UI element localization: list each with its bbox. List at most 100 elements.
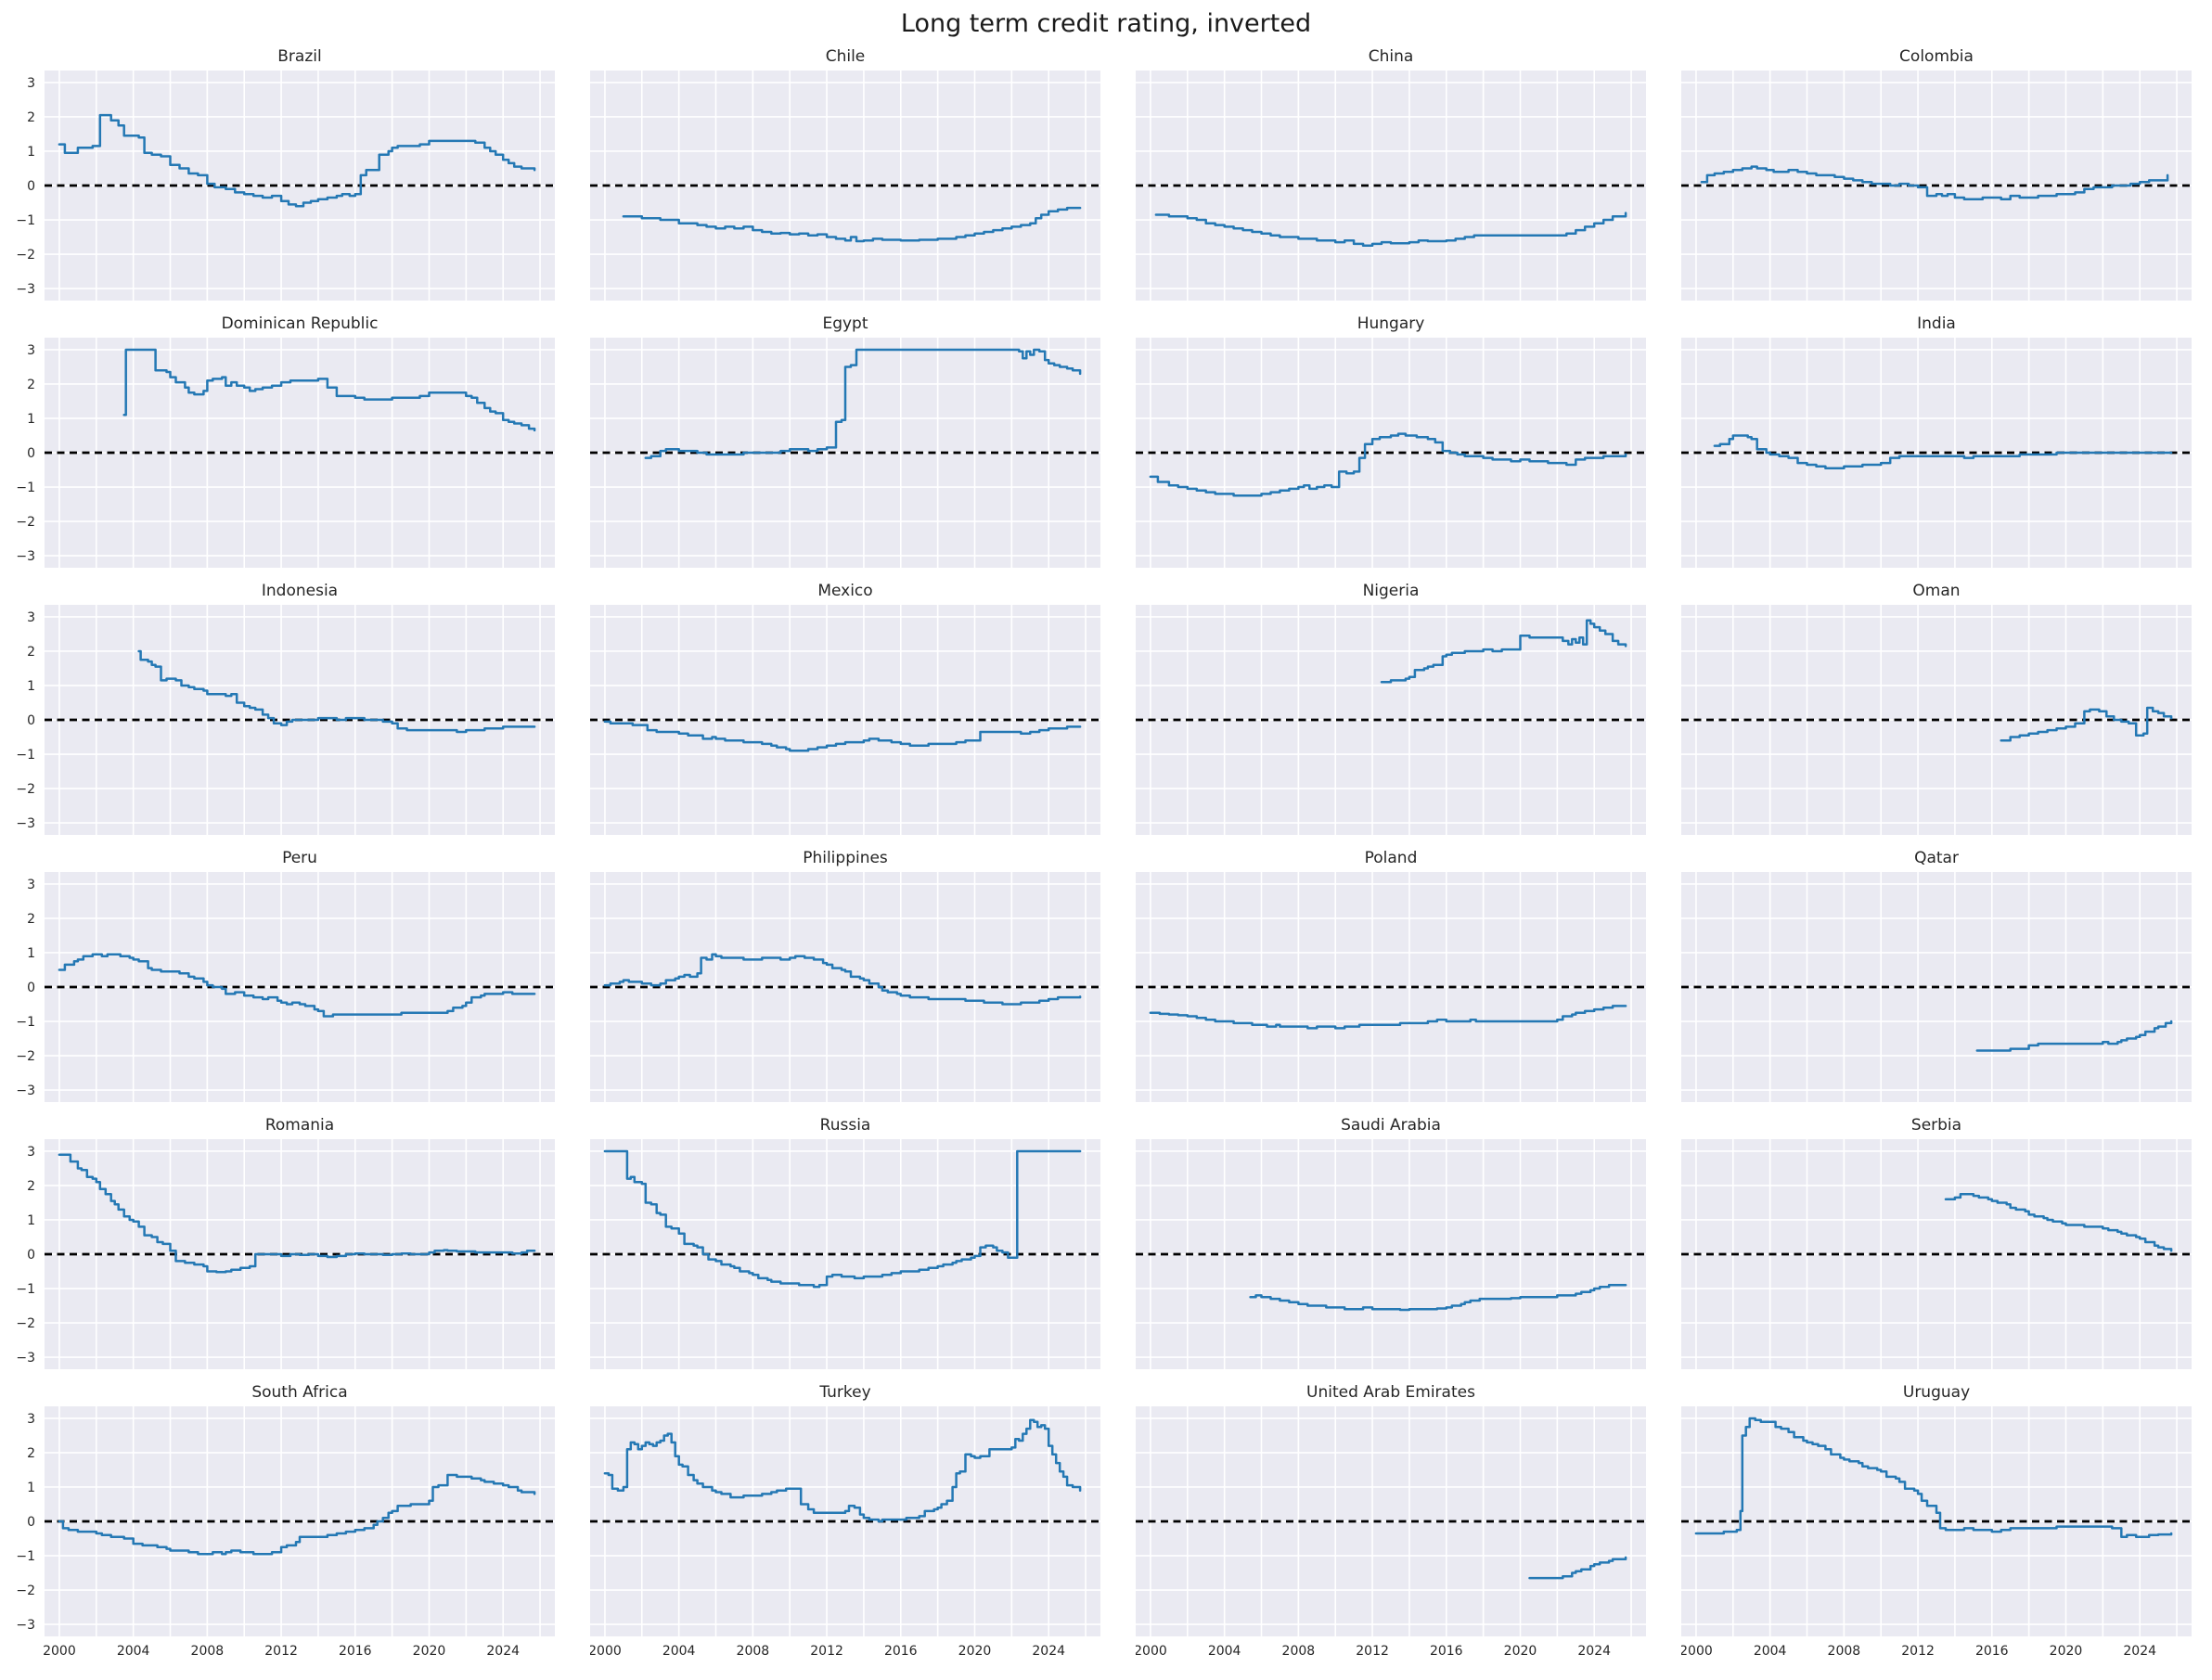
x-tick-label: 2012	[810, 1644, 843, 1659]
y-tick-label: 1	[27, 1213, 35, 1228]
subplot-title-nigeria: Nigeria	[1362, 582, 1420, 600]
subplot-title-south-africa: South Africa	[251, 1383, 348, 1402]
rating-line-serbia	[1944, 1192, 2173, 1252]
subplot-title-romania: Romania	[264, 1116, 335, 1135]
x-tick-label: 2016	[1975, 1644, 2009, 1659]
x-tick-label: 2008	[1828, 1644, 1861, 1659]
plot-area-saudi-arabia	[1136, 1139, 1646, 1369]
subplot-serbia: Serbia	[1681, 1114, 2192, 1369]
y-tick-label: 2	[27, 645, 35, 660]
y-tick-label: 0	[27, 1248, 35, 1263]
y-tick-label: 2	[27, 912, 35, 927]
subplot-title-philippines: Philippines	[803, 849, 888, 867]
rating-line-dominican-republic	[122, 348, 536, 432]
plot-area-poland	[1136, 872, 1646, 1102]
y-tick-label: 0	[27, 981, 35, 995]
x-tick-label: 2020	[2050, 1644, 2083, 1659]
x-tick-label: 2016	[884, 1644, 918, 1659]
subplot-title-serbia: Serbia	[1910, 1116, 1962, 1135]
subplot-nigeria: Nigeria	[1136, 580, 1646, 835]
y-tick-label: 1	[27, 679, 35, 694]
subplot-title-mexico: Mexico	[817, 582, 873, 600]
subplot-title-russia: Russia	[819, 1116, 871, 1135]
y-tick-label: −3	[16, 549, 35, 564]
rating-line-mexico	[603, 720, 1082, 752]
y-tick-label: −2	[16, 1316, 35, 1331]
x-tick-label: 2020	[413, 1644, 446, 1659]
x-tick-label: 2004	[117, 1644, 150, 1659]
y-tick-label: 2	[27, 378, 35, 392]
plot-area-china	[1136, 71, 1646, 301]
rating-line-qatar	[1975, 1020, 2173, 1052]
y-tick-label: −2	[16, 782, 35, 797]
plot-area-dominican-republic: 3 2 1 0 −1 −2 −3	[16, 338, 555, 568]
subplot-india: India	[1681, 313, 2192, 568]
plot-area-south-africa: 3 2 1 0 −1 −2 −3 2000 2004 2008 2012 2016 2020 2024	[16, 1406, 555, 1659]
small-multiples-grid: Brazil 3 2 1 0 −1 −2 −3 Chile China Colombia Domini…	[0, 45, 2212, 1661]
subplot-title-turkey: Turkey	[819, 1383, 871, 1402]
subplot-title-uruguay: Uruguay	[1902, 1383, 1971, 1402]
y-tick-label: 1	[27, 1481, 35, 1495]
rating-line-romania	[58, 1153, 536, 1274]
rating-line-hungary	[1149, 432, 1627, 497]
subplot-title-china: China	[1368, 47, 1414, 66]
rating-line-indonesia	[137, 649, 536, 734]
rating-line-poland	[1149, 1005, 1627, 1030]
rating-line-india	[1713, 434, 2173, 469]
subplot-mexico: Mexico	[590, 580, 1100, 835]
plot-area-turkey: 2000 2004 2008 2012 2016 2020 2024	[590, 1406, 1100, 1659]
plot-area-uruguay: 2000 2004 2008 2012 2016 2020 2024	[1681, 1406, 2192, 1659]
x-tick-label: 2020	[1504, 1644, 1537, 1659]
subplot-oman: Oman	[1681, 580, 2192, 835]
y-tick-label: −3	[16, 1084, 35, 1098]
y-tick-label: 3	[27, 76, 35, 91]
subplot-colombia: Colombia	[1681, 45, 2192, 301]
plot-area-oman	[1681, 605, 2192, 835]
rating-line-saudi-arabia	[1249, 1284, 1627, 1312]
subplot-egypt: Egypt	[590, 313, 1100, 568]
y-tick-label: 3	[27, 878, 35, 892]
subplot-china: China	[1136, 45, 1646, 301]
x-tick-label: 2016	[1430, 1644, 1463, 1659]
y-tick-label: 2	[27, 1446, 35, 1461]
subplot-dominican-republic: Dominican Republic 3 2 1 0 −1 −2 −3	[7, 313, 555, 568]
subplot-title-egypt: Egypt	[822, 314, 868, 333]
x-tick-label: 2012	[1356, 1644, 1389, 1659]
rating-line-brazil	[58, 113, 536, 208]
plot-area-indonesia: 3 2 1 0 −1 −2 −3	[16, 605, 555, 835]
x-tick-label: 2012	[1901, 1644, 1935, 1659]
subplot-title-poland: Poland	[1364, 849, 1418, 867]
x-tick-label: 2008	[1282, 1644, 1316, 1659]
x-tick-label: 2024	[1577, 1644, 1611, 1659]
y-tick-label: 3	[27, 1412, 35, 1427]
plot-area-russia	[590, 1139, 1100, 1369]
plot-area-peru: 3 2 1 0 −1 −2 −3	[16, 872, 555, 1102]
subplot-title-india: India	[1917, 314, 1956, 333]
subplot-title-hungary: Hungary	[1357, 314, 1425, 333]
y-tick-label: −3	[16, 816, 35, 831]
y-tick-label: 3	[27, 1145, 35, 1160]
y-tick-label: −1	[16, 1549, 35, 1564]
y-tick-label: 3	[27, 343, 35, 358]
subplot-title-peru: Peru	[282, 849, 317, 867]
plot-area-egypt	[590, 338, 1100, 568]
subplot-title-dominican-republic: Dominican Republic	[221, 314, 379, 333]
subplot-title-indonesia: Indonesia	[261, 582, 339, 600]
x-tick-label: 2024	[1032, 1644, 1065, 1659]
x-tick-label: 2000	[590, 1644, 622, 1659]
y-tick-label: −3	[16, 1351, 35, 1366]
subplot-romania: Romania 3 2 1 0 −1 −2 −3	[7, 1114, 555, 1369]
x-tick-label: 2000	[43, 1644, 76, 1659]
plot-area-serbia	[1681, 1139, 2192, 1369]
x-tick-label: 2016	[339, 1644, 372, 1659]
y-tick-label: 1	[27, 946, 35, 961]
x-tick-label: 2004	[1754, 1644, 1787, 1659]
y-tick-label: −2	[16, 1584, 35, 1598]
rating-line-south-africa	[58, 1473, 536, 1556]
subplot-title-saudi-arabia: Saudi Arabia	[1341, 1116, 1441, 1135]
rating-line-russia	[603, 1149, 1082, 1289]
plot-area-qatar	[1681, 872, 2192, 1102]
subplot-title-united-arab-emirates: United Arab Emirates	[1306, 1383, 1475, 1402]
subplot-south-africa: South Africa 3 2 1 0 −1 −2 −3 2000 2004 2008 2012 20…	[7, 1381, 555, 1661]
y-tick-label: −3	[16, 1618, 35, 1633]
